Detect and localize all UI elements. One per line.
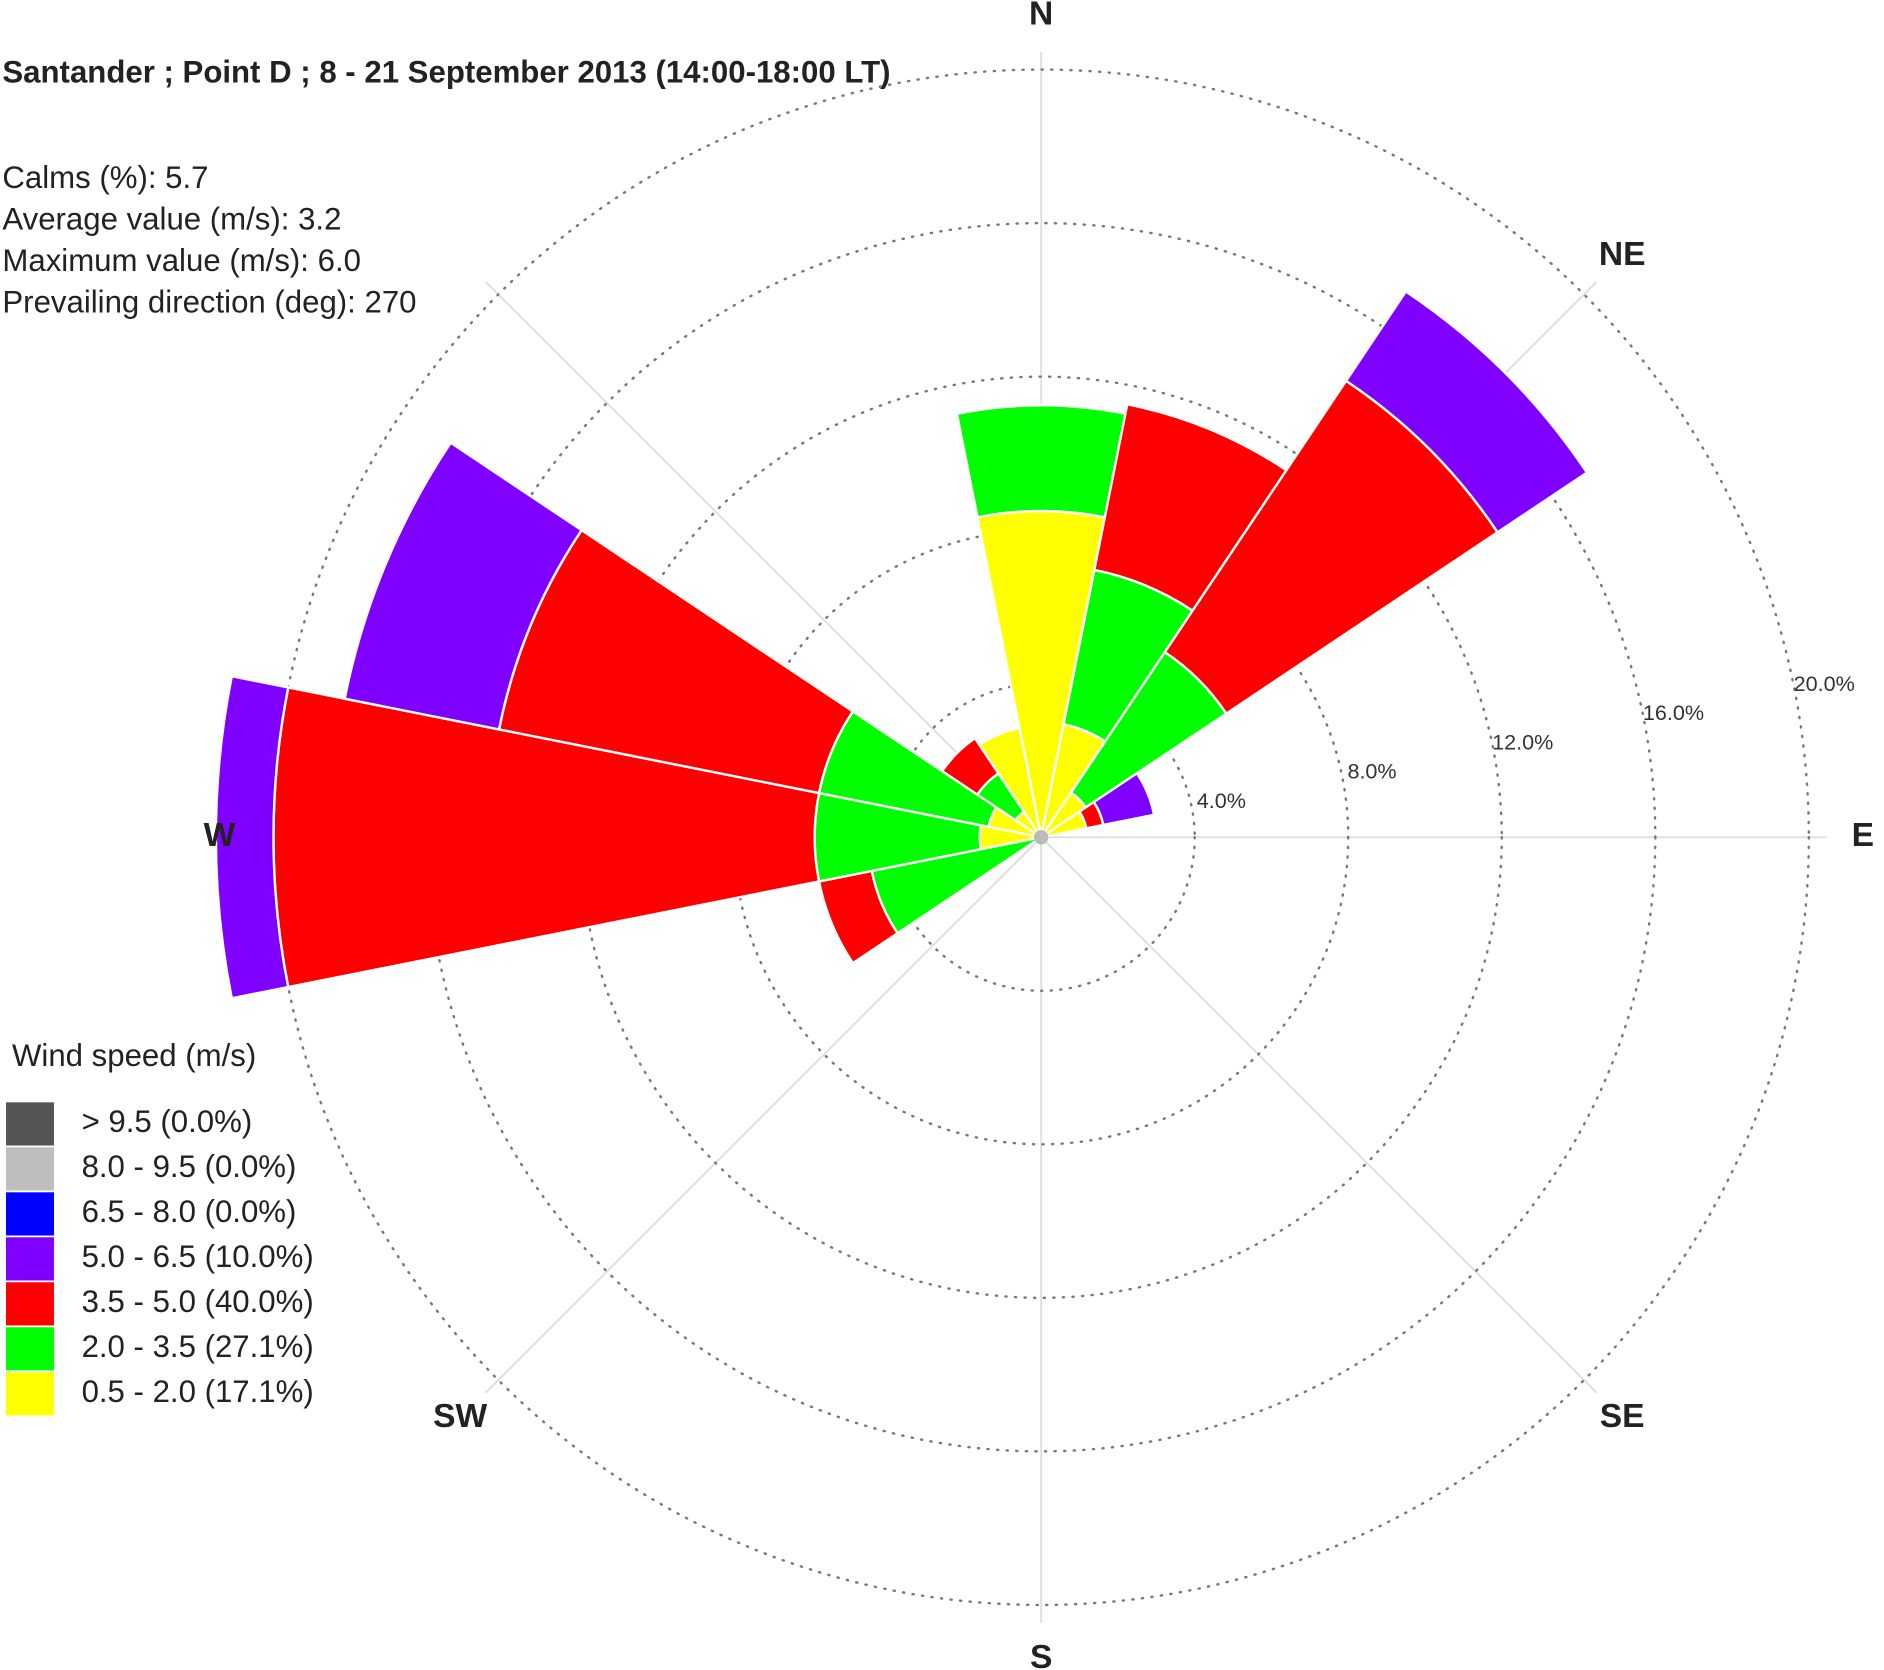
r-tick-label: 12.0% — [1492, 729, 1553, 754]
spoke — [484, 836, 1042, 1394]
r-tick-label: 20.0% — [1794, 671, 1855, 696]
center-dot — [1033, 830, 1049, 845]
stat-line: Average value (m/s): 3.2 — [2, 202, 341, 237]
legend-label: > 9.5 (0.0%) — [82, 1104, 253, 1139]
stat-line: Calms (%): 5.7 — [2, 160, 208, 195]
direction-label: N — [1029, 0, 1053, 32]
direction-label: W — [204, 817, 236, 854]
direction-label: NE — [1599, 236, 1646, 273]
direction-label: SE — [1600, 1398, 1645, 1435]
r-tick-label: 8.0% — [1347, 759, 1396, 784]
legend-swatch — [5, 1192, 54, 1236]
sector — [955, 404, 1127, 519]
legend-label: 0.5 - 2.0 (17.1%) — [82, 1374, 314, 1409]
legend-swatch — [5, 1102, 54, 1146]
sector — [977, 726, 1043, 838]
legend-swatch — [5, 1327, 54, 1371]
legend-swatch — [5, 1147, 54, 1191]
direction-label: S — [1030, 1639, 1052, 1670]
legend-label: 8.0 - 9.5 (0.0%) — [82, 1149, 297, 1184]
direction-label: E — [1852, 817, 1874, 854]
sector — [214, 674, 290, 1000]
stat-line: Prevailing direction (deg): 270 — [2, 284, 416, 319]
direction-label: SW — [433, 1398, 487, 1435]
legend-swatch — [5, 1237, 54, 1281]
stat-line: Maximum value (m/s): 6.0 — [2, 243, 361, 278]
chart-title: Santander ; Point D ; 8 - 21 September 2… — [2, 55, 890, 90]
spoke — [484, 281, 1042, 838]
legend-label: 2.0 - 3.5 (27.1%) — [82, 1329, 314, 1364]
legend-label: 5.0 - 6.5 (10.0%) — [82, 1239, 314, 1274]
r-tick-label: 4.0% — [1197, 788, 1246, 813]
legend-title: Wind speed (m/s) — [12, 1038, 256, 1073]
grid-ring — [272, 68, 1811, 1607]
sector — [1092, 771, 1156, 827]
legend-swatch — [5, 1282, 54, 1326]
grid-ring — [732, 528, 1350, 1146]
legend-label: 3.5 - 5.0 (40.0%) — [82, 1284, 314, 1319]
r-tick-label: 16.0% — [1643, 700, 1704, 725]
spoke — [1040, 836, 1598, 1394]
legend-label: 6.5 - 8.0 (0.0%) — [82, 1194, 297, 1229]
grid-ring — [579, 375, 1503, 1300]
legend-swatch — [5, 1372, 54, 1416]
